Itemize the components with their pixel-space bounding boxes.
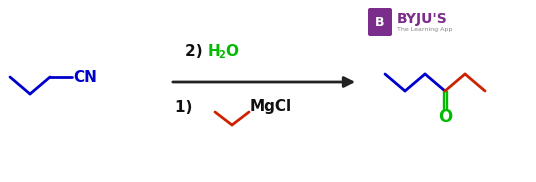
Text: MgCl: MgCl: [250, 100, 292, 114]
Text: H: H: [208, 45, 221, 60]
Text: BYJU'S: BYJU'S: [397, 12, 448, 26]
Text: 1): 1): [175, 100, 198, 114]
Text: 2): 2): [185, 45, 208, 60]
Text: O: O: [438, 108, 452, 126]
Text: CN: CN: [73, 70, 97, 86]
Text: B: B: [375, 15, 385, 29]
Text: O: O: [225, 45, 238, 60]
Text: 2: 2: [218, 50, 225, 60]
Text: The Learning App: The Learning App: [397, 27, 452, 31]
FancyBboxPatch shape: [368, 8, 392, 36]
